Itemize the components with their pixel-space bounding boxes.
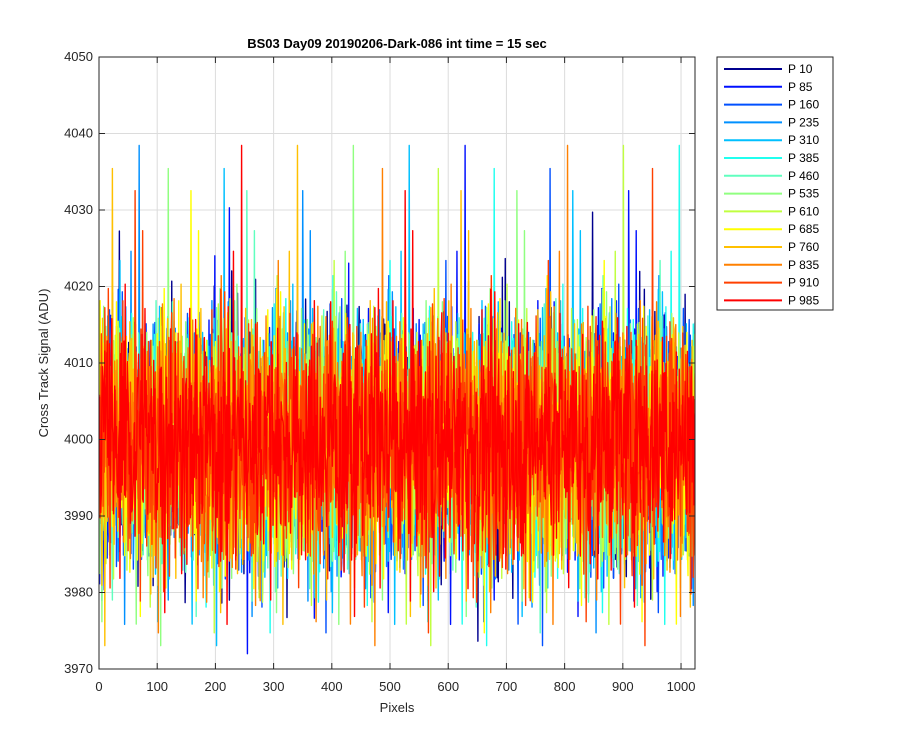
x-tick-label: 200 xyxy=(205,679,227,694)
legend-label: P 385 xyxy=(788,151,819,165)
y-tick-label: 4030 xyxy=(64,202,93,217)
x-tick-label: 800 xyxy=(554,679,576,694)
y-tick-label: 3970 xyxy=(64,661,93,676)
series-layer xyxy=(99,144,695,655)
legend-label: P 85 xyxy=(788,80,813,94)
y-tick-label: 3980 xyxy=(64,585,93,600)
x-tick-label: 900 xyxy=(612,679,634,694)
x-axis-label: Pixels xyxy=(380,700,415,715)
legend-label: P 310 xyxy=(788,133,819,147)
y-tick-label: 4050 xyxy=(64,49,93,64)
x-tick-label: 1000 xyxy=(667,679,696,694)
series-line-p985 xyxy=(99,144,695,626)
y-tick-label: 4020 xyxy=(64,279,93,294)
legend-label: P 535 xyxy=(788,187,819,201)
chart-title: BS03 Day09 20190206-Dark-086 int time = … xyxy=(247,36,547,51)
x-tick-label: 700 xyxy=(496,679,518,694)
y-tick-label: 4040 xyxy=(64,126,93,141)
x-tick-label: 0 xyxy=(95,679,102,694)
legend-label: P 985 xyxy=(788,293,819,307)
legend-label: P 10 xyxy=(788,62,813,76)
y-tick-label: 4010 xyxy=(64,355,93,370)
y-tick-label: 4000 xyxy=(64,432,93,447)
legend-box xyxy=(716,56,834,311)
legend: P 10 P 85 P 160 P 235 P 310 P 385 P 460 P 535 P … xyxy=(716,56,834,311)
x-tick-label: 500 xyxy=(379,679,401,694)
legend-label: P 235 xyxy=(788,115,819,129)
x-tick-label: 100 xyxy=(146,679,168,694)
x-tick-label: 600 xyxy=(437,679,459,694)
legend-label: P 160 xyxy=(788,98,819,112)
legend-label: P 760 xyxy=(788,240,819,254)
legend-label: P 685 xyxy=(788,222,819,236)
y-tick-label: 3990 xyxy=(64,508,93,523)
x-tick-label: 300 xyxy=(263,679,285,694)
legend-label: P 460 xyxy=(788,169,819,183)
y-axis-label: Cross Track Signal (ADU) xyxy=(36,289,51,438)
legend-label: P 835 xyxy=(788,258,819,272)
legend-label: P 910 xyxy=(788,276,819,290)
legend-label: P 610 xyxy=(788,204,819,218)
y-axis-ticks: 3970 3980 3990 4000 4010 4020 4030 4040 4050 xyxy=(64,49,695,676)
x-axis-ticks: 0 100 200 300 400 500 600 700 800 900 1000 xyxy=(95,57,695,694)
x-tick-label: 400 xyxy=(321,679,343,694)
